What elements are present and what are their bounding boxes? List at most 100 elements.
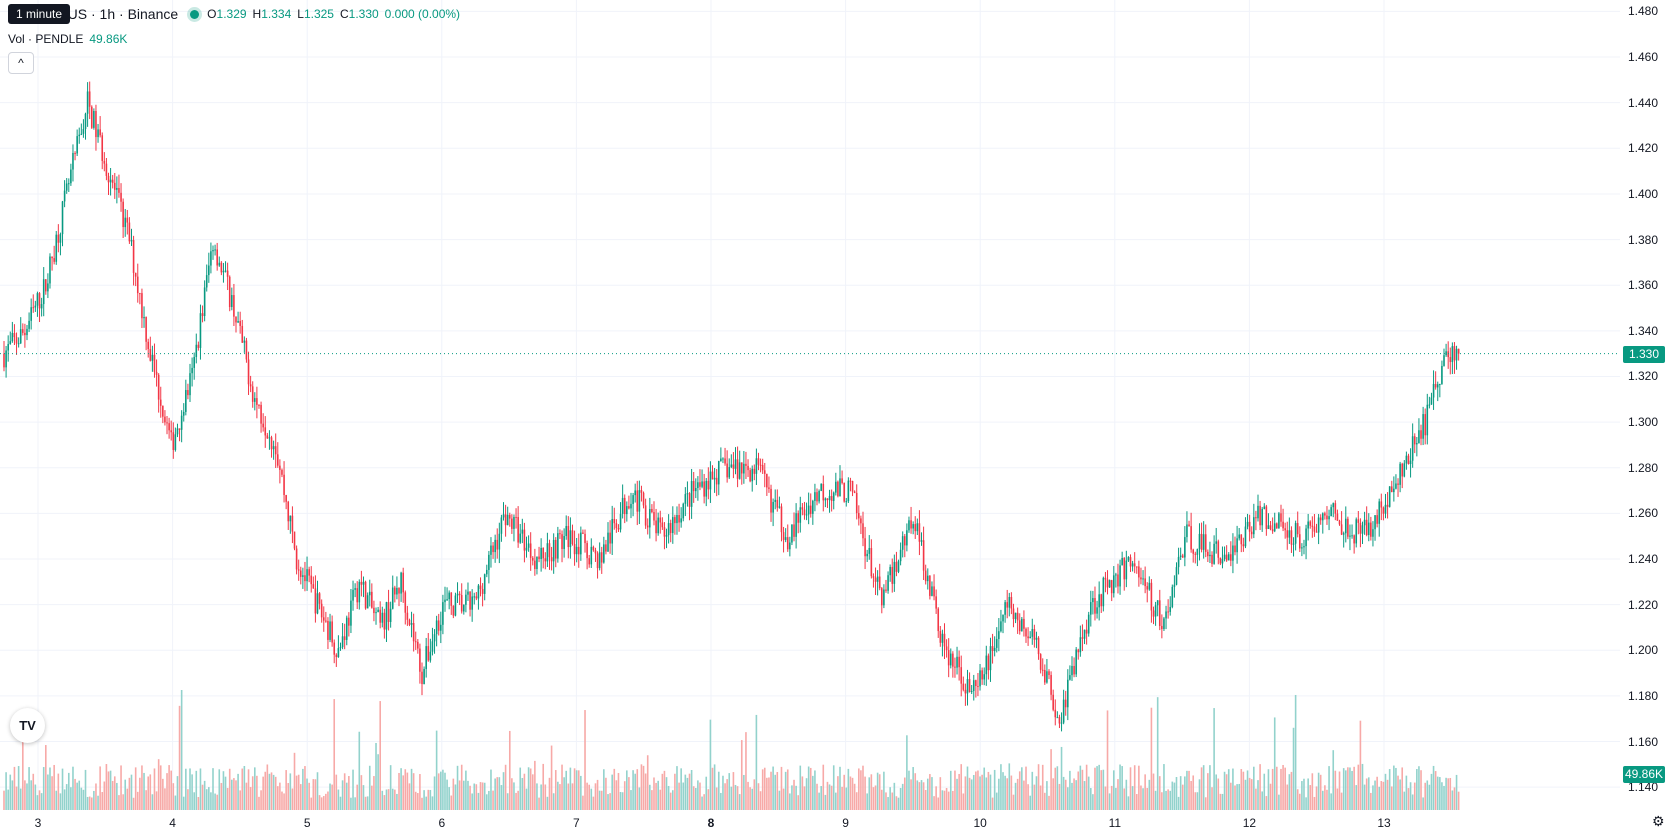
candle-body [728,467,731,478]
volume-bar [201,784,204,810]
gear-icon[interactable]: ⚙ [1652,813,1665,829]
volume-bar [1455,774,1458,810]
tradingview-logo[interactable]: TV [10,708,45,743]
candle-body [283,474,285,496]
candle-body [1173,584,1176,587]
candle-body [425,646,427,669]
candle-body [281,469,283,475]
candle-body [222,270,225,273]
volume-bar [1037,764,1040,810]
volume-bar [3,790,5,810]
volume-bar [264,771,267,810]
candle-body [993,647,996,652]
candle-body [1242,544,1245,547]
candle-body [220,262,223,273]
candle-body [1336,513,1339,521]
volume-bar [59,793,62,810]
change-value: 0.000 (0.00%) [384,7,461,21]
candle-body [1455,348,1458,361]
volume-bar [312,779,315,810]
candle-body [1432,383,1435,398]
candle-body [178,428,181,430]
candle-body [1269,525,1272,530]
volume-bar [1071,782,1073,810]
volume-bar [623,781,626,810]
volume-bar [705,776,708,810]
volume-bar [935,786,937,810]
candle-body [546,543,549,562]
candle-body [157,374,160,400]
candle-body [318,593,321,604]
candle-body [943,633,946,647]
volume-bar [559,784,561,810]
collapse-legend-button[interactable]: ^ [8,52,34,74]
candle-body [343,636,346,640]
volume-bar [289,773,292,810]
candle-body [705,480,708,497]
candle-body [440,624,442,631]
volume-bar [1163,764,1165,810]
volume-bar [1035,776,1038,810]
volume-bar [799,765,802,810]
candle-body [1083,629,1086,639]
volume-bar [575,770,578,810]
candle-body [958,656,960,668]
volume-bar [82,789,85,810]
candle-body [1196,549,1199,555]
candle-body [251,386,254,402]
candle-body [166,422,168,424]
volume-bar [1081,769,1084,810]
volume-bar [613,768,616,810]
volume-bar [596,779,599,810]
candle-body [450,592,453,606]
candle-body [607,532,609,552]
candle-body [1150,582,1153,611]
price-axis[interactable]: 1.480 1.460 1.440 1.420 1.400 1.380 1.360 1.340… [1620,0,1678,810]
volume-bar [130,774,133,810]
candle-body [931,586,933,596]
candle-body [3,353,5,368]
candle-body [1133,563,1136,567]
candle-body [266,435,269,439]
volume-legend[interactable]: Vol · PENDLE 49.86K [8,32,127,46]
volume-bar [540,784,542,810]
volume-bar [644,773,647,810]
candle-body [1163,618,1165,630]
volume-bar [132,797,135,810]
candle-body [264,427,267,436]
candle-body [682,503,685,519]
candle-body [1037,637,1040,655]
volume-bar [952,790,954,810]
candle-body [1376,515,1378,524]
candle-body [254,398,256,402]
volume-bar [941,790,944,810]
chart-pane[interactable]: E / TetherUS · 1h · Binance O1.329 H1.33… [0,0,1620,810]
volume-bar [801,776,804,810]
candle-body [1324,513,1326,516]
candle-body [1290,530,1293,545]
candlestick-chart[interactable] [0,0,1620,810]
volume-bar [1039,785,1042,810]
candle-body [557,533,559,559]
volume-bar [1119,764,1121,810]
volume-bar [195,770,198,810]
volume-bar [1077,771,1080,810]
volume-bar [582,795,584,810]
candle-body [987,655,990,671]
candle-body [832,492,835,501]
volume-bar [276,786,279,810]
volume-bar [431,796,434,810]
candle-body [908,520,910,531]
candle-body [772,501,774,513]
volume-bar [734,784,737,810]
volume-bar [933,796,935,810]
volume-bar [1428,784,1431,810]
candle-body [870,548,873,577]
symbol-legend[interactable]: E / TetherUS · 1h · Binance O1.329 H1.33… [8,6,466,22]
volume-bar [968,777,971,810]
candle-body [1127,557,1130,561]
volume-bar [949,770,952,810]
volume-bar [1236,784,1238,810]
time-axis[interactable]: 3 4 5 6 7 8 9 10 11 12 13 [0,810,1620,835]
candle-body [901,536,904,550]
